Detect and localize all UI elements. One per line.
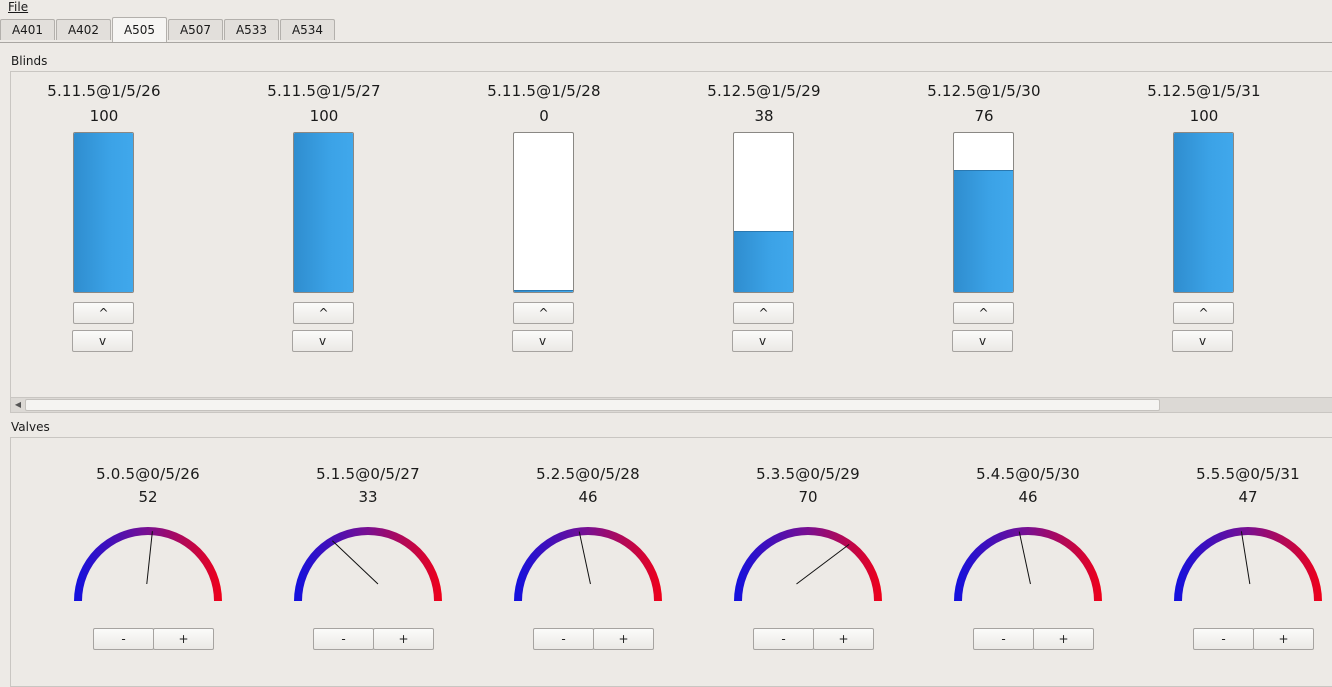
blind-address: 5.12.5@1/5/30 — [927, 82, 1041, 100]
valve-gauge — [734, 527, 882, 601]
valve-address: 5.5.5@0/5/31 — [1196, 465, 1300, 483]
blind-level-fill — [734, 231, 793, 292]
blinds-scrollbar[interactable]: ◀ — [11, 397, 1332, 412]
valve-plus-button[interactable]: + — [153, 628, 214, 650]
tab-a505[interactable]: A505 — [112, 17, 167, 42]
valve-gauge-needle — [796, 543, 850, 585]
valve-gauge-needle — [146, 531, 153, 585]
valve-gauge — [294, 527, 442, 601]
valve-minus-button[interactable]: - — [313, 628, 374, 650]
valve-address: 5.3.5@0/5/29 — [756, 465, 860, 483]
blind-value: 0 — [539, 107, 549, 125]
valve-value: 46 — [1018, 488, 1038, 506]
blind-up-button[interactable]: ^ — [953, 302, 1014, 324]
blind-level-bar — [1173, 132, 1234, 293]
tab-a402[interactable]: A402 — [56, 19, 111, 40]
valve-gauge-arc — [294, 527, 442, 601]
tab-a534[interactable]: A534 — [280, 19, 335, 40]
blind-down-button[interactable]: v — [72, 330, 133, 352]
valve-minus-button[interactable]: - — [753, 628, 814, 650]
valve-address: 5.2.5@0/5/28 — [536, 465, 640, 483]
blind-value: 100 — [1189, 107, 1219, 125]
blind-address: 5.11.5@1/5/26 — [47, 82, 161, 100]
blind-level-fill — [1174, 133, 1233, 292]
scroll-handle[interactable] — [25, 399, 1160, 411]
valve-value: 46 — [578, 488, 598, 506]
tab-a533[interactable]: A533 — [224, 19, 279, 40]
blind-down-button[interactable]: v — [512, 330, 573, 352]
valve-minus-button[interactable]: - — [533, 628, 594, 650]
blind-address: 5.12.5@1/5/31 — [1147, 82, 1261, 100]
blind-address: 5.11.5@1/5/27 — [267, 82, 381, 100]
blind-level-fill — [514, 290, 573, 292]
valve-minus-button[interactable]: - — [1193, 628, 1254, 650]
valve-gauge-arc — [954, 527, 1102, 601]
valve-plus-button[interactable]: + — [813, 628, 874, 650]
blind-value: 100 — [89, 107, 119, 125]
valve-gauge — [954, 527, 1102, 601]
blinds-group-title: Blinds — [11, 54, 48, 68]
valve-gauge — [1174, 527, 1322, 601]
menu-bar: File — [0, 0, 1332, 16]
valve-value: 33 — [358, 488, 378, 506]
blind-up-button[interactable]: ^ — [73, 302, 134, 324]
valve-plus-button[interactable]: + — [1033, 628, 1094, 650]
valve-gauge-needle — [332, 540, 379, 585]
valve-gauge-needle — [1240, 531, 1251, 585]
valve-value: 52 — [138, 488, 158, 506]
tab-a401[interactable]: A401 — [0, 19, 55, 40]
valve-address: 5.1.5@0/5/27 — [316, 465, 420, 483]
tab-bar: A401 A402 A505 A507 A533 A534 — [0, 17, 1332, 43]
valve-gauge — [74, 527, 222, 601]
valve-address: 5.0.5@0/5/26 — [96, 465, 200, 483]
blind-level-bar — [293, 132, 354, 293]
blind-up-button[interactable]: ^ — [293, 302, 354, 324]
valve-gauge-arc — [514, 527, 662, 601]
valve-plus-button[interactable]: + — [1253, 628, 1314, 650]
valve-address: 5.4.5@0/5/30 — [976, 465, 1080, 483]
blind-address: 5.11.5@1/5/28 — [487, 82, 601, 100]
blind-value: 100 — [309, 107, 339, 125]
blind-down-button[interactable]: v — [292, 330, 353, 352]
blind-level-bar — [73, 132, 134, 293]
valve-gauge — [514, 527, 662, 601]
valve-minus-button[interactable]: - — [93, 628, 154, 650]
menu-file[interactable]: File — [8, 0, 29, 14]
blind-up-button[interactable]: ^ — [1173, 302, 1234, 324]
valve-gauge-needle — [578, 531, 591, 585]
blind-level-bar — [953, 132, 1014, 293]
blind-down-button[interactable]: v — [1172, 330, 1233, 352]
blind-down-button[interactable]: v — [952, 330, 1013, 352]
blind-address: 5.12.5@1/5/29 — [707, 82, 821, 100]
valve-gauge-arc — [1174, 527, 1322, 601]
blind-level-fill — [294, 133, 353, 292]
blind-level-fill — [74, 133, 133, 292]
blind-value: 38 — [754, 107, 774, 125]
tab-a507[interactable]: A507 — [168, 19, 223, 40]
blind-level-fill — [954, 170, 1013, 292]
valve-gauge-arc — [74, 527, 222, 601]
blind-down-button[interactable]: v — [732, 330, 793, 352]
blind-up-button[interactable]: ^ — [513, 302, 574, 324]
blind-level-bar — [513, 132, 574, 293]
valves-group-title: Valves — [11, 420, 50, 434]
blinds-group — [10, 71, 1332, 413]
valve-minus-button[interactable]: - — [973, 628, 1034, 650]
scroll-left-icon[interactable]: ◀ — [14, 400, 22, 409]
valve-value: 47 — [1238, 488, 1258, 506]
blind-value: 76 — [974, 107, 994, 125]
valve-gauge-needle — [1018, 531, 1031, 585]
valve-plus-button[interactable]: + — [593, 628, 654, 650]
valve-gauge-arc — [734, 527, 882, 601]
valve-plus-button[interactable]: + — [373, 628, 434, 650]
valve-value: 70 — [798, 488, 818, 506]
blind-up-button[interactable]: ^ — [733, 302, 794, 324]
blind-level-bar — [733, 132, 794, 293]
